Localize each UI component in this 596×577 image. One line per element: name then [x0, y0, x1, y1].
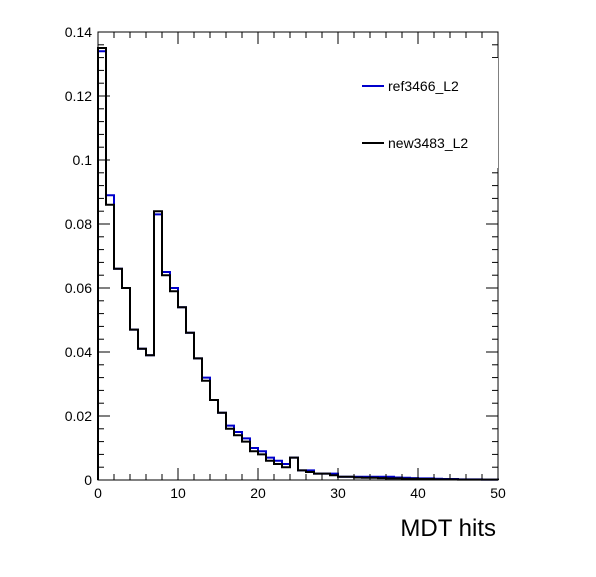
x-tick-label: 0	[94, 485, 102, 501]
y-tick-label: 0.08	[65, 216, 92, 232]
y-tick-label: 0.12	[65, 88, 92, 104]
x-tick-label: 40	[410, 485, 426, 501]
series-layer	[97, 47, 499, 481]
y-tick-label: 0.02	[65, 408, 92, 424]
x-tick-label: 10	[170, 485, 186, 501]
x-tick-label: 50	[490, 485, 506, 501]
legend: ref3466_L2 new3483_L2	[358, 58, 498, 168]
x-tick-label: 30	[330, 485, 346, 501]
x-axis-title: MDT hits	[400, 515, 496, 542]
x-tick-label: 20	[250, 485, 266, 501]
plot-frame	[97, 31, 499, 481]
y-tick-label: 0	[84, 472, 92, 488]
legend-label-new: new3483_L2	[388, 135, 468, 151]
legend-label-ref: ref3466_L2	[388, 78, 459, 94]
axes-layer: 0 10 20 30 40 50 0 0.02 0.04 0.06 0.08 0.1 0.12 0.14	[65, 24, 506, 501]
y-tick-label: 0.06	[65, 280, 92, 296]
y-tick-label: 0.04	[65, 344, 92, 360]
y-tick-label: 0.14	[65, 24, 92, 40]
series-line-new	[97, 47, 499, 481]
y-tick-label: 0.1	[73, 152, 93, 168]
legend-box	[358, 58, 498, 168]
